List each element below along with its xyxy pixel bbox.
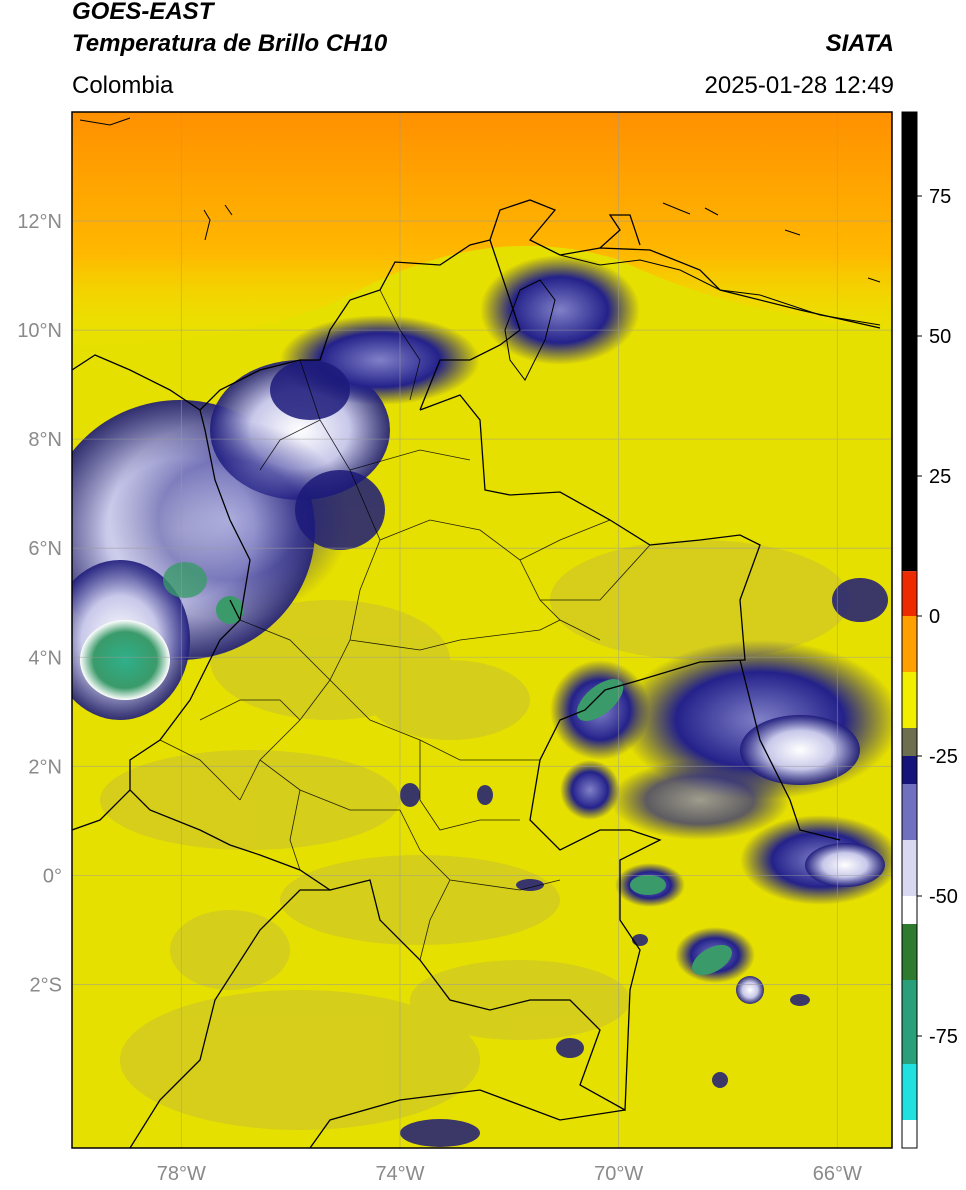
colorbar-segment xyxy=(902,1120,917,1148)
colorbar-segment xyxy=(902,571,917,616)
convective-cloud-east xyxy=(550,640,892,1004)
region-label: Colombia xyxy=(72,72,174,99)
colorbar: 75 50 25 0 -25 -50 -75 xyxy=(901,111,958,1149)
organization-label: SIATA xyxy=(825,30,894,57)
colorbar-tick-label: -75 xyxy=(929,1026,958,1048)
longitude-tick-label: 78°W xyxy=(157,1163,206,1185)
colorbar-segment xyxy=(902,980,917,1064)
colorbar-segment xyxy=(902,616,917,672)
longitude-tick-label: 74°W xyxy=(375,1163,424,1185)
colorbar-segment xyxy=(902,112,917,572)
colorbar-tick-label: 25 xyxy=(929,466,951,488)
colorbar-segment xyxy=(902,756,917,784)
colorbar-segment xyxy=(902,1064,917,1120)
longitude-tick-label: 66°W xyxy=(813,1163,862,1185)
latitude-tick-label: 4°N xyxy=(28,647,62,669)
latitude-tick-label: 12°N xyxy=(17,211,62,233)
colorbar-segment xyxy=(902,672,917,728)
colorbar-segment xyxy=(902,784,917,840)
colorbar-tick-label: 50 xyxy=(929,326,951,348)
map-area xyxy=(72,112,892,1148)
colorbar-frame xyxy=(901,111,918,1149)
colorbar-tick-label: 75 xyxy=(929,186,951,208)
product-title: Temperatura de Brillo CH10 xyxy=(72,30,388,57)
latitude-tick-label: 2°N xyxy=(28,756,62,778)
latitude-tick-label: 8°N xyxy=(28,429,62,451)
colorbar-segment xyxy=(902,728,917,756)
warm-sea-region xyxy=(72,112,892,350)
colorbar-segment xyxy=(902,924,917,980)
country-borders xyxy=(72,199,881,1148)
map-frame xyxy=(71,111,893,1149)
longitude-tick-label: 70°W xyxy=(594,1163,643,1185)
colorbar-tick-label: 0 xyxy=(929,606,940,628)
latitude-tick-label: 10°N xyxy=(17,320,62,342)
longitude-axis: 78°W 74°W 70°W 66°W xyxy=(157,1163,862,1185)
timestamp-label: 2025-01-28 12:49 xyxy=(704,72,895,99)
satellite-name: GOES-EAST xyxy=(72,0,214,25)
colorbar-segment xyxy=(902,840,917,896)
latitude-tick-label: 6°N xyxy=(28,538,62,560)
latitude-axis: 12°N 10°N 8°N 6°N 4°N 2°N 0° 2°S xyxy=(17,211,62,996)
coastline xyxy=(79,117,881,381)
colorbar-segment xyxy=(902,896,917,924)
colorbar-tick-label: -25 xyxy=(929,746,958,768)
latitude-tick-label: 0° xyxy=(43,865,62,887)
low-cloud-texture xyxy=(100,540,850,1130)
latitude-tick-label: 2°S xyxy=(30,974,62,996)
department-borders xyxy=(159,289,651,961)
colorbar-tick-label: -50 xyxy=(929,886,958,908)
